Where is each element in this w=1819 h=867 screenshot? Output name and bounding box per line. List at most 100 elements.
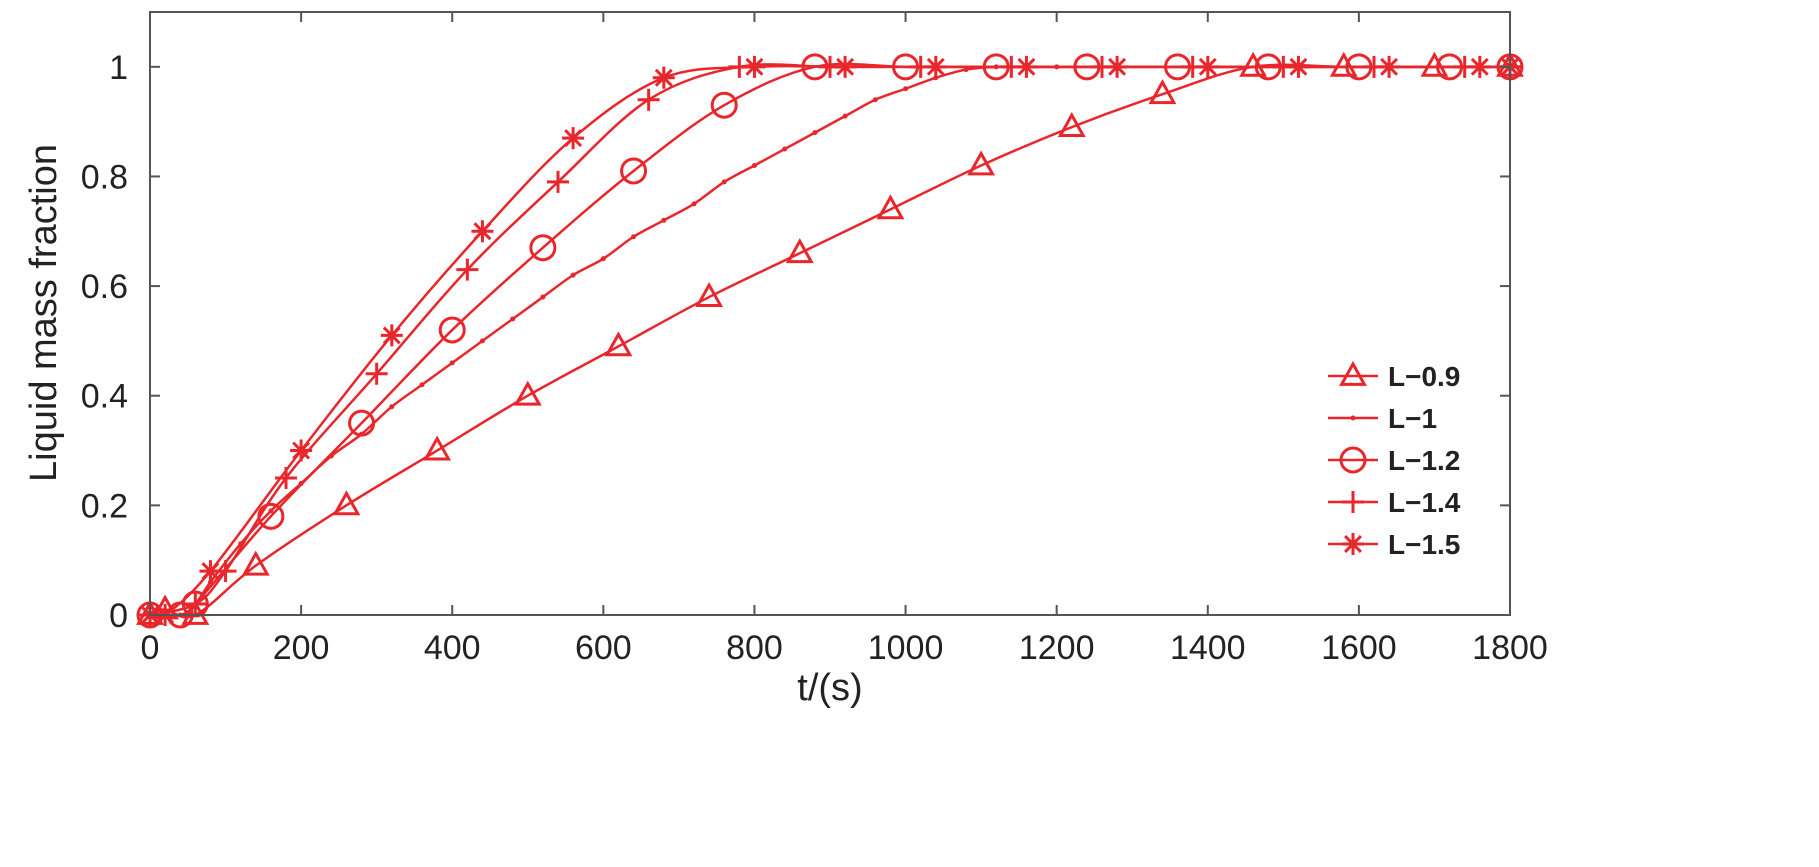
data-point-marker [332, 490, 361, 516]
data-point-marker [547, 170, 569, 193]
x-tick-label: 1400 [1170, 629, 1246, 667]
data-point-marker [620, 157, 648, 185]
data-point-marker [785, 238, 814, 264]
data-point-marker [876, 194, 905, 220]
data-point-marker [380, 324, 403, 347]
data-point-marker [710, 91, 738, 119]
x-axis-ticks: 0 200 400 600 800 1000 1200 1400 1600 1800 [141, 12, 1548, 667]
x-axis-label: t/(s) [797, 667, 862, 709]
legend-item: L−1.5 [1328, 529, 1460, 560]
data-point-marker [456, 258, 479, 281]
data-point-marker [721, 179, 727, 185]
legend-label: L−1.5 [1388, 529, 1460, 560]
data-point-marker [1239, 51, 1268, 77]
legend-marker [1339, 446, 1367, 474]
data-point-marker [1106, 55, 1129, 78]
series-group [139, 55, 1521, 626]
x-tick-label: 1000 [868, 629, 944, 667]
x-tick-label: 400 [424, 629, 481, 667]
data-point-marker [479, 338, 485, 344]
legend-item: L−0.9 [1328, 360, 1460, 392]
y-axis-ticks: 0 0.2 0.4 0.6 0.8 1 [81, 49, 1510, 635]
series-line [149, 65, 1510, 618]
data-point-marker [691, 201, 697, 207]
data-point-marker [600, 256, 606, 262]
data-point-marker [570, 272, 576, 278]
data-point-marker [1287, 55, 1310, 78]
x-tick-label: 1800 [1472, 629, 1548, 667]
data-point-marker [637, 88, 660, 111]
data-point-marker [290, 439, 313, 462]
data-point-marker [1015, 55, 1038, 78]
series-group [147, 64, 1513, 618]
y-tick-label: 0.4 [81, 378, 128, 416]
data-point-marker [1378, 55, 1401, 78]
data-point-marker [1057, 112, 1086, 138]
data-point-marker [241, 550, 270, 576]
series-line [149, 63, 1510, 617]
data-point-marker [529, 234, 557, 262]
data-point-marker [782, 146, 788, 152]
data-point-marker [449, 360, 455, 366]
legend-label: L−0.9 [1388, 361, 1460, 392]
y-tick-label: 0 [109, 597, 128, 635]
data-point-marker [471, 220, 494, 243]
data-point-marker [842, 113, 848, 119]
data-point-marker [268, 508, 274, 514]
plot-frame [149, 11, 1511, 616]
series-line [149, 62, 1510, 618]
legend: L−0.9 L−1 L−1.2 L−1.4 L−1.5 [1328, 360, 1461, 560]
data-point-marker [1420, 51, 1449, 77]
y-tick-label: 0.6 [81, 268, 128, 306]
series-group [136, 53, 1524, 629]
data-point-marker [419, 382, 425, 388]
legend-item: L−1 [1328, 403, 1437, 434]
data-point-marker [1329, 51, 1358, 77]
data-point-marker [903, 86, 909, 92]
series-group [136, 51, 1524, 625]
data-point-marker [604, 331, 633, 357]
data-point-marker [1196, 55, 1219, 78]
data-point-marker [967, 150, 996, 176]
plot-series [136, 51, 1524, 629]
data-point-marker [812, 130, 818, 136]
data-point-marker [540, 294, 546, 300]
x-tick-label: 1200 [1019, 629, 1095, 667]
data-point-marker [834, 55, 857, 78]
y-tick-label: 1 [109, 49, 128, 87]
legend-item: L−1.4 [1328, 487, 1461, 518]
data-point-marker [661, 217, 667, 223]
legend-marker [1342, 533, 1364, 555]
y-tick-label: 0.8 [81, 158, 128, 196]
legend-label: L−1.4 [1388, 487, 1461, 518]
y-axis-label: Liquid mass fraction [23, 144, 65, 482]
data-point-marker [423, 435, 452, 461]
data-point-marker [1148, 79, 1177, 105]
x-tick-label: 0 [141, 629, 160, 667]
data-point-marker [872, 97, 878, 103]
data-point-marker [184, 593, 207, 616]
legend-marker [1339, 360, 1367, 386]
x-tick-label: 600 [575, 629, 632, 667]
data-point-marker [695, 281, 724, 307]
data-point-marker [631, 234, 637, 240]
data-point-marker [438, 316, 466, 344]
series-line [149, 64, 1510, 620]
series-line [149, 63, 1510, 619]
legend-marker [1342, 491, 1364, 513]
data-point-marker [562, 127, 585, 150]
data-point-marker [751, 162, 757, 168]
data-point-marker [199, 560, 222, 583]
legend-marker [1350, 415, 1356, 421]
data-point-marker [348, 409, 376, 437]
y-tick-label: 0.2 [81, 487, 128, 525]
x-tick-label: 800 [726, 629, 783, 667]
legend-label: L−1.2 [1388, 445, 1460, 476]
data-point-marker [513, 380, 542, 406]
data-point-marker [389, 404, 395, 410]
data-point-marker [181, 590, 209, 618]
data-point-marker [510, 316, 516, 322]
x-tick-label: 200 [273, 629, 330, 667]
data-point-marker [365, 362, 388, 385]
